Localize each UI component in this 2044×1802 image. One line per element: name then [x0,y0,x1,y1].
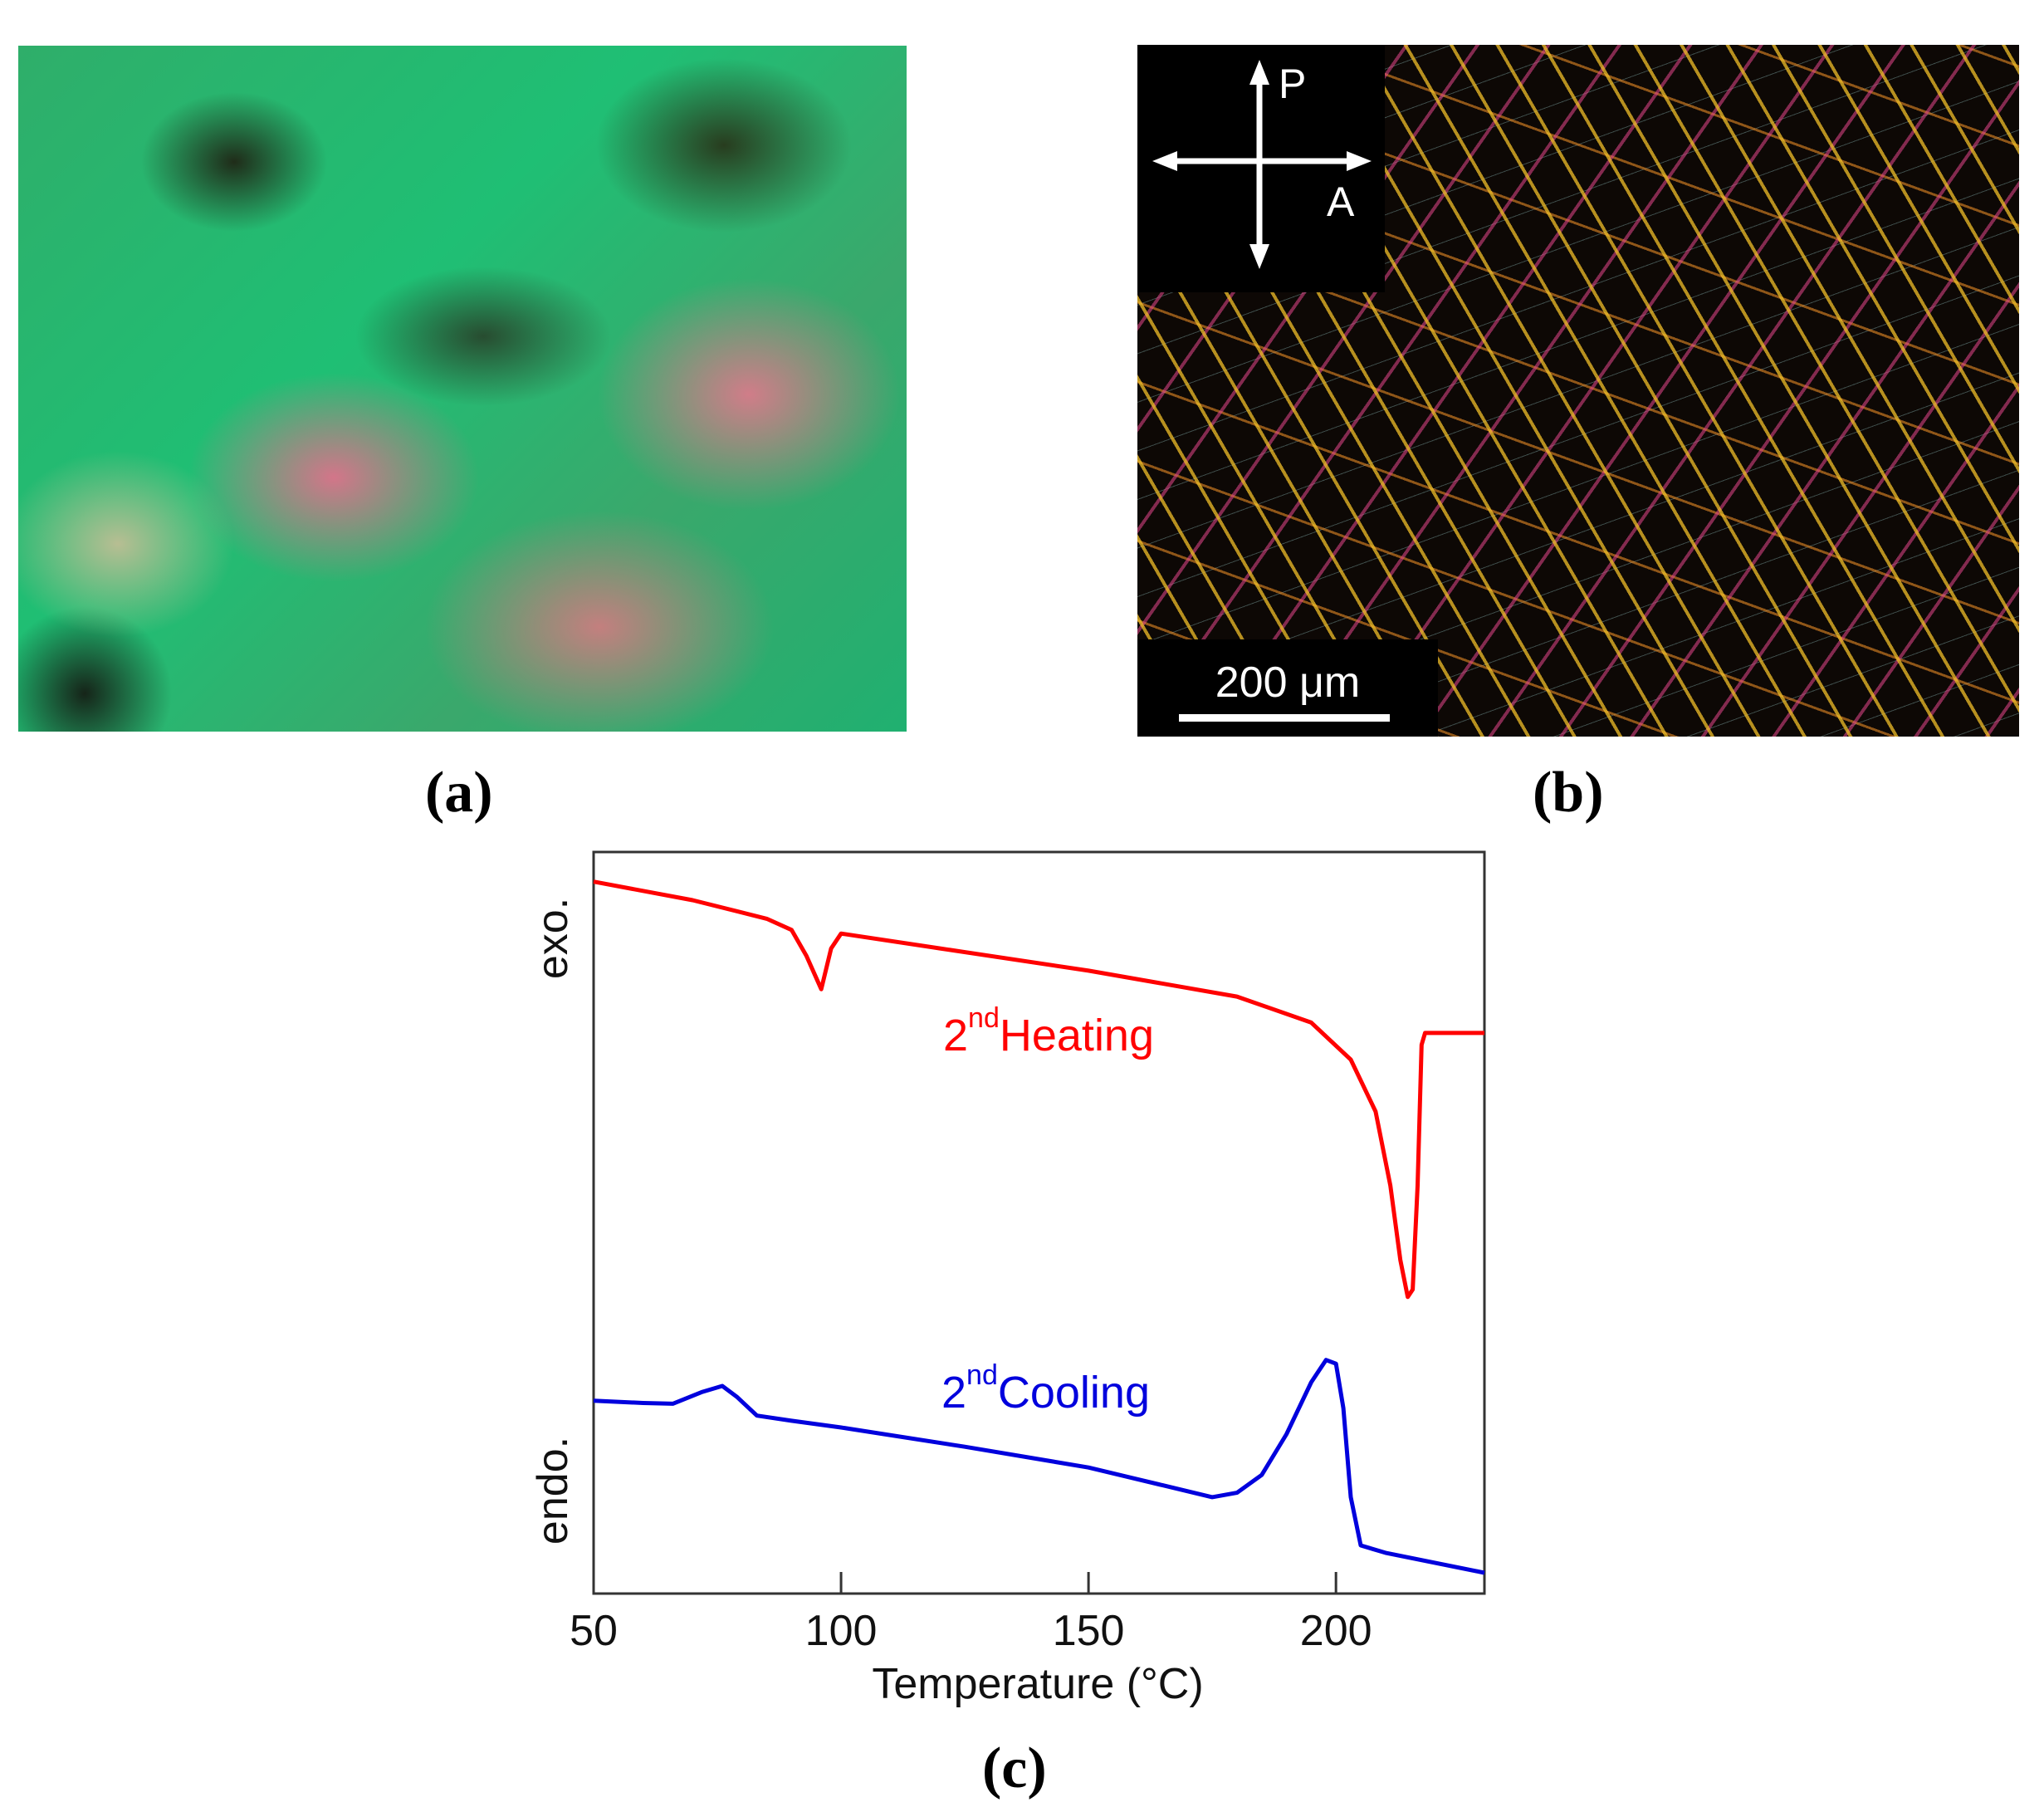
micrograph-b: P A 200 μm [1137,45,2019,737]
caption-c: (c) [982,1736,1047,1800]
x-tick-label: 150 [1053,1607,1125,1655]
polarizer-label: P [1279,61,1307,107]
analyzer-label: A [1327,179,1355,225]
cooling-label: 2ndCooling [941,1359,1150,1418]
micrograph-a [18,46,907,732]
plot-frame [592,850,1486,1595]
scale-bar-label: 200 μm [1215,659,1361,707]
y-axis-label-endo: endo. [529,1437,577,1545]
caption-a: (a) [425,761,493,825]
x-tick-label: 100 [805,1607,878,1655]
scale-bar [1179,714,1390,722]
x-tick-label: 200 [1300,1607,1372,1655]
y-axis-label-exo: exo. [529,898,577,979]
x-axis-label: Temperature (°C) [872,1660,1203,1708]
caption-b: (b) [1533,761,1604,825]
polarizer-orientation-box: P A [1137,45,1385,292]
heating-label: 2ndHeating [943,1002,1154,1060]
crossed-polarizers-icon [1152,60,1372,269]
x-tick-label: 50 [570,1607,618,1655]
heating-curve [593,879,1484,1300]
scale-bar-box: 200 μm [1137,639,1438,737]
cooling-curve [593,1358,1485,1575]
